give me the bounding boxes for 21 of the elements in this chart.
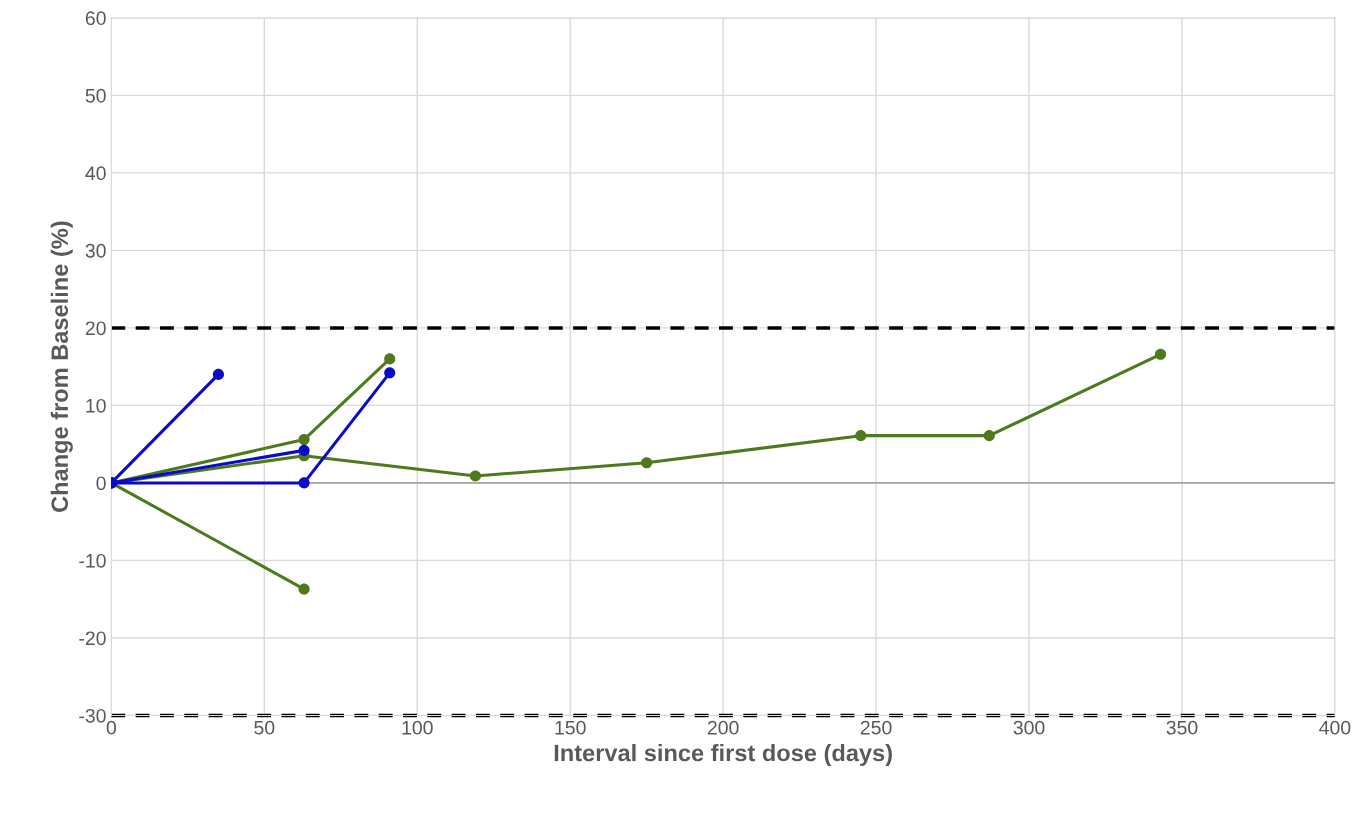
x-tick-label: 0	[106, 720, 116, 735]
y-axis-title: Change from Baseline (%)	[50, 221, 73, 512]
x-axis-title: Interval since first dose (days)	[554, 743, 892, 766]
y-tick-label: 50	[85, 88, 106, 103]
x-tick-label: 250	[860, 720, 892, 735]
x-tick-label: 400	[1319, 720, 1351, 735]
y-tick-label: 20	[85, 321, 106, 336]
y-tick-label: 30	[85, 243, 106, 258]
x-tick-label: 100	[402, 720, 433, 735]
x-tick-label: 50	[254, 720, 275, 735]
x-tick-label: 350	[1166, 720, 1198, 735]
y-tick-label: -10	[79, 553, 106, 568]
y-tick-label: -20	[79, 631, 106, 646]
y-tick-label: -30	[79, 708, 106, 723]
x-tick-label: 300	[1013, 720, 1045, 735]
y-tick-label: 10	[86, 398, 106, 413]
y-tick-label: 0	[96, 476, 106, 491]
x-tick-label: 150	[555, 720, 586, 735]
y-tick-label: 60	[85, 11, 106, 26]
x-tick-label: 200	[707, 720, 739, 735]
y-tick-label: 40	[85, 166, 106, 181]
